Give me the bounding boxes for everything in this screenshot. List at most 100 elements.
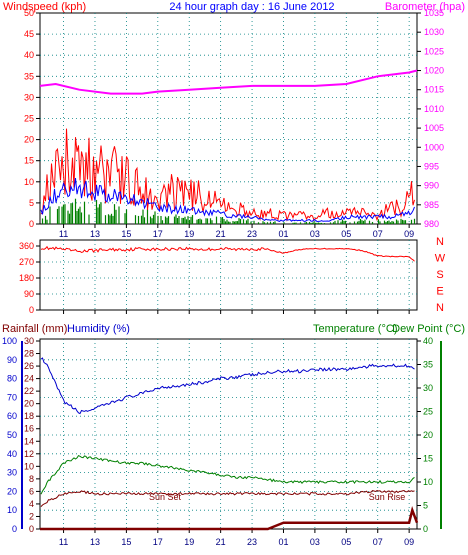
temperature-axis: 0 5 10 15 20 25 30 35 40 bbox=[417, 336, 442, 534]
wind-series bbox=[39, 69, 418, 224]
time-label: 11 bbox=[59, 229, 68, 239]
wind-tick-label: 35 bbox=[24, 71, 34, 81]
time-label: 05 bbox=[341, 537, 351, 547]
baro-tick-label: 985 bbox=[424, 200, 439, 210]
wind-tick-label: 20 bbox=[24, 135, 34, 145]
barometer-line bbox=[39, 69, 418, 95]
direction-series bbox=[40, 245, 415, 314]
time-label: 03 bbox=[310, 537, 320, 547]
rain-tick-label: 10 bbox=[24, 461, 34, 471]
time-label: 13 bbox=[90, 229, 100, 239]
baro-tick-label: 990 bbox=[424, 181, 439, 191]
temp-tick-label: 30 bbox=[423, 383, 433, 393]
rain-tick-label: 6 bbox=[29, 486, 34, 496]
baro-tick-label: 1005 bbox=[424, 123, 444, 133]
direction-line bbox=[40, 245, 415, 262]
rain-tick-label: 4 bbox=[29, 499, 34, 509]
humidity-tick-label: 90 bbox=[7, 355, 17, 365]
wind-tick-label: 10 bbox=[24, 177, 34, 187]
rain-tick-label: 2 bbox=[29, 511, 34, 521]
humidity-tick-label: 70 bbox=[7, 392, 17, 402]
humidity-tick-label: 20 bbox=[7, 486, 17, 496]
rain-tick-label: 22 bbox=[24, 386, 34, 396]
dir-tick-label: 90 bbox=[24, 289, 34, 299]
time-label: 11 bbox=[59, 537, 68, 547]
dewpoint-line bbox=[40, 489, 415, 507]
time-label: 17 bbox=[153, 537, 163, 547]
baro-tick-label: 1035 bbox=[424, 8, 444, 18]
compass-label: W bbox=[435, 253, 446, 265]
time-label: 03 bbox=[310, 229, 320, 239]
baro-tick-label: 1010 bbox=[424, 104, 444, 114]
rainfall-title: Rainfall (mm) bbox=[2, 323, 67, 335]
windspeed-title: Windspeed (kph) bbox=[3, 1, 86, 13]
rain-tick-label: 28 bbox=[24, 349, 34, 359]
baro-tick-label: 995 bbox=[424, 161, 439, 171]
humidity-title: Humidity (%) bbox=[67, 323, 130, 335]
time-label: 05 bbox=[341, 229, 351, 239]
time-label: 23 bbox=[247, 229, 257, 239]
humidity-tick-label: 40 bbox=[7, 449, 17, 459]
barometer-right-axis: 980 985 990 995 1000 1005 1010 1015 1020 1025 1030… bbox=[417, 8, 444, 229]
rain-tick-label: 26 bbox=[24, 361, 34, 371]
dir-tick-label: 360 bbox=[19, 241, 34, 251]
temp-tick-label: 5 bbox=[423, 501, 428, 511]
average-line bbox=[40, 177, 415, 223]
temperature-title: Temperature (°C) bbox=[313, 323, 397, 335]
time-label: 01 bbox=[278, 229, 288, 239]
rain-tick-label: 16 bbox=[24, 424, 34, 434]
sunset-label: Sun Set bbox=[149, 492, 182, 502]
time-label: 21 bbox=[216, 537, 226, 547]
rain-tick-label: 0 bbox=[29, 524, 34, 534]
wind-left-axis: 0 5 10 15 20 25 30 35 40 45 50 bbox=[24, 8, 40, 229]
wind-tick-label: 45 bbox=[24, 29, 34, 39]
temperature-line bbox=[40, 454, 415, 495]
wind-time-axis: 11 13 15 17 19 21 23 01 03 05 07 09 bbox=[59, 224, 414, 239]
rainfall-line bbox=[40, 506, 419, 531]
temp-tick-label: 15 bbox=[423, 454, 433, 464]
time-label: 09 bbox=[404, 229, 414, 239]
time-label: 09 bbox=[404, 537, 414, 547]
rain-tick-label: 18 bbox=[24, 411, 34, 421]
direction-plot-area bbox=[39, 239, 418, 311]
wind-tick-label: 50 bbox=[24, 8, 34, 18]
humidity-line bbox=[40, 357, 415, 415]
baro-tick-label: 1025 bbox=[424, 46, 444, 56]
humidity-tick-label: 80 bbox=[7, 374, 17, 384]
gust-line bbox=[40, 128, 415, 222]
temp-tick-label: 10 bbox=[423, 477, 433, 487]
graph-title: 24 hour graph day : 16 June 2012 bbox=[169, 1, 334, 13]
dir-tick-label: 0 bbox=[29, 305, 34, 315]
time-label: 15 bbox=[121, 537, 131, 547]
wind-tick-label: 30 bbox=[24, 92, 34, 102]
wind-tick-label: 15 bbox=[24, 156, 34, 166]
baro-tick-label: 1015 bbox=[424, 85, 444, 95]
rain-tick-label: 30 bbox=[24, 336, 34, 346]
time-label: 07 bbox=[373, 537, 383, 547]
baro-tick-label: 980 bbox=[424, 219, 439, 229]
humidity-tick-label: 60 bbox=[7, 411, 17, 421]
wind-tick-label: 40 bbox=[24, 50, 34, 60]
rain-tick-label: 14 bbox=[24, 436, 34, 446]
temp-tick-label: 0 bbox=[423, 524, 428, 534]
rain-tick-label: 12 bbox=[24, 449, 34, 459]
temperature-plot-area bbox=[39, 338, 418, 530]
direction-left-axis: 0 90 180 270 360 bbox=[19, 241, 40, 315]
humidity-tick-label: 50 bbox=[7, 430, 17, 440]
wind-tick-label: 0 bbox=[29, 219, 34, 229]
humidity-axis: 0 10 20 30 40 50 60 70 80 90 100 bbox=[2, 336, 23, 534]
temp-tick-label: 40 bbox=[423, 336, 433, 346]
rain-tick-label: 24 bbox=[24, 374, 34, 384]
compass-label: N bbox=[436, 236, 444, 248]
compass-label: S bbox=[436, 269, 443, 281]
baro-tick-label: 1030 bbox=[424, 27, 444, 37]
compass-label: N bbox=[436, 302, 444, 314]
temp-tick-label: 35 bbox=[423, 360, 433, 370]
baro-tick-label: 1000 bbox=[424, 142, 444, 152]
wind-tick-label: 25 bbox=[24, 114, 34, 124]
rain-tick-label: 20 bbox=[24, 399, 34, 409]
humidity-tick-label: 100 bbox=[2, 336, 17, 346]
